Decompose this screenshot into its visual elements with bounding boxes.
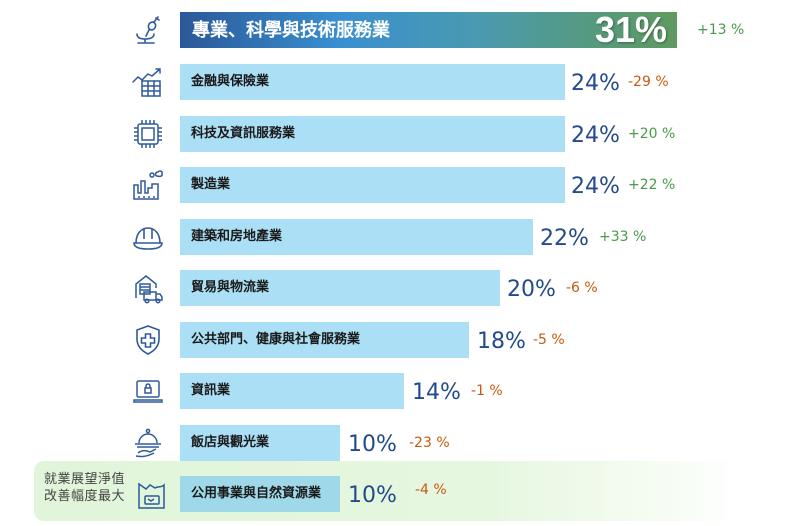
- bar-label: 資訊業: [191, 383, 231, 398]
- bar-row: 貿易與物流業 20% -6 %: [0, 270, 800, 306]
- bar-row: 專業、科學與技術服務業 31% +13 %: [0, 9, 800, 50]
- change-value: -6 %: [566, 280, 598, 296]
- bar-label: 金融與保險業: [191, 74, 270, 89]
- bar: 金融與保險業: [180, 64, 565, 100]
- bar: 建築和房地產業: [180, 219, 533, 255]
- bar: 資訊業: [180, 373, 404, 409]
- change-value: +20 %: [628, 126, 676, 142]
- bar-value: 10%: [348, 432, 397, 457]
- bar-value: 24%: [571, 71, 620, 96]
- hard-hat-icon: [130, 219, 166, 255]
- change-value: -4 %: [415, 482, 447, 498]
- utility-factory-icon: [134, 476, 170, 512]
- bar-label: 科技及資訊服務業: [191, 126, 296, 141]
- bar-label: 製造業: [191, 177, 231, 192]
- bar-value: 24%: [571, 123, 620, 148]
- bar-row: 飯店與觀光業 10% -23 %: [0, 425, 800, 461]
- change-value: -5 %: [533, 332, 565, 348]
- change-value: -1 %: [471, 383, 503, 399]
- bar-value: 24%: [571, 174, 620, 199]
- bar: 貿易與物流業: [180, 270, 500, 306]
- laptop-lock-icon: [130, 373, 166, 409]
- warehouse-truck-icon: [130, 270, 166, 306]
- cloche-icon: [130, 425, 166, 461]
- bar-value: 18%: [477, 329, 526, 354]
- bar-row: 建築和房地產業 22% +33 %: [0, 219, 800, 255]
- bar-label: 公共部門、健康與社會服務業: [191, 332, 361, 347]
- bar-label: 專業、科學與技術服務業: [192, 20, 390, 41]
- bar-row: 製造業 24% +22 %: [0, 167, 800, 203]
- bar: 公共部門、健康與社會服務業: [180, 322, 469, 358]
- bar-value: 14%: [412, 380, 461, 405]
- bar: 製造業: [180, 167, 565, 203]
- bar-row: 公用事業與自然資源業 10% -4 %: [0, 476, 800, 512]
- change-value: +22 %: [628, 177, 676, 193]
- microscope-icon: [130, 12, 166, 48]
- bar-value: 22%: [540, 226, 589, 251]
- bar-row: 資訊業 14% -1 %: [0, 373, 800, 409]
- bar: 飯店與觀光業: [180, 425, 340, 461]
- bar: 科技及資訊服務業: [180, 116, 565, 152]
- highlight-label-line2: 改善幅度最大: [44, 489, 126, 504]
- highlight-band: [34, 461, 800, 521]
- bar-value: 31%: [594, 9, 667, 50]
- bar-label: 飯店與觀光業: [191, 435, 270, 450]
- bar-row: 金融與保險業 24% -29 %: [0, 64, 800, 100]
- medical-shield-icon: [130, 322, 166, 358]
- change-value: -29 %: [628, 74, 669, 90]
- cpu-chip-icon: [130, 116, 166, 152]
- bar-label: 建築和房地產業: [191, 229, 283, 244]
- change-value: +13 %: [697, 22, 745, 38]
- bar-value: 20%: [507, 277, 556, 302]
- factory-icon: [130, 167, 166, 203]
- finance-chart-icon: [130, 64, 166, 100]
- change-value: -23 %: [409, 435, 450, 451]
- bar-value: 10%: [348, 483, 397, 508]
- highlight-label-line1: 就業展望淨值: [44, 472, 126, 487]
- highlight-label: 就業展望淨值 改善幅度最大: [44, 471, 130, 505]
- bar-row: 科技及資訊服務業 24% +20 %: [0, 116, 800, 152]
- bar-row: 公共部門、健康與社會服務業 18% -5 %: [0, 322, 800, 358]
- bar-label: 貿易與物流業: [191, 280, 270, 295]
- bar-label: 公用事業與自然資源業: [191, 486, 322, 501]
- bar: 專業、科學與技術服務業 31%: [180, 9, 677, 50]
- bar: 公用事業與自然資源業: [180, 476, 340, 512]
- change-value: +33 %: [599, 229, 647, 245]
